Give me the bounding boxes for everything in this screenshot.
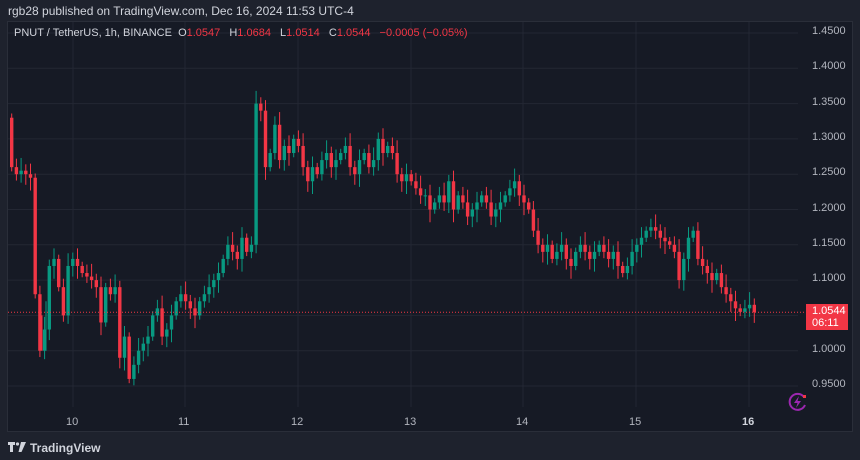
time-tick-label: 15 xyxy=(629,416,642,428)
high-label: H xyxy=(229,27,238,39)
price-tick-label: 1.2000 xyxy=(812,201,846,214)
low-value: 1.0514 xyxy=(286,27,320,39)
time-tick-label: 12 xyxy=(291,416,304,428)
time-tick-label: 14 xyxy=(516,416,529,428)
time-tick-label: 13 xyxy=(404,416,417,428)
time-tick-label: 11 xyxy=(178,416,190,428)
high-value: 1.0684 xyxy=(237,27,271,39)
change-value: −0.0005 (−0.05%) xyxy=(379,27,468,39)
price-tick-label: 1.3500 xyxy=(812,95,846,108)
price-tick-label: 1.2500 xyxy=(812,166,846,179)
open-value: 1.0547 xyxy=(186,27,221,39)
close-label: C xyxy=(328,27,337,39)
symbol-name: PNUT / TetherUS, 1h, BINANCE xyxy=(14,27,172,39)
time-tick-label: 10 xyxy=(66,416,79,428)
low-label: L xyxy=(280,27,287,39)
alert-lightning-icon[interactable] xyxy=(788,392,808,412)
price-tick-label: 1.4500 xyxy=(812,25,846,37)
published-caption: rgb28 published on TradingView.com, Dec … xyxy=(8,4,354,18)
chart-pane[interactable] xyxy=(7,21,853,432)
close-value: 1.0544 xyxy=(336,27,371,39)
price-tick-label: 0.9500 xyxy=(812,378,846,390)
price-tick-label: 1.1000 xyxy=(812,272,846,285)
tradingview-logo-icon xyxy=(8,441,26,455)
tradingview-logo[interactable]: TradingView xyxy=(8,441,100,455)
last-price-value: 1.0544 xyxy=(812,305,846,317)
symbol-legend: PNUT / TetherUS, 1h, BINANCE O1.0547 H1.… xyxy=(14,27,474,39)
last-price-label: 1.0544 06:11 xyxy=(806,304,848,330)
candlestick-chart[interactable] xyxy=(8,22,853,432)
price-tick-label: 1.1500 xyxy=(812,236,846,249)
time-tick-label: 16 xyxy=(742,416,755,428)
open-label: O xyxy=(178,27,187,39)
price-tick-label: 1.0000 xyxy=(812,342,846,355)
bar-countdown: 06:11 xyxy=(812,317,839,329)
price-tick-label: 1.3000 xyxy=(812,130,846,143)
price-tick-label: 1.4000 xyxy=(812,60,846,73)
tradingview-brand: TradingView xyxy=(30,441,101,455)
